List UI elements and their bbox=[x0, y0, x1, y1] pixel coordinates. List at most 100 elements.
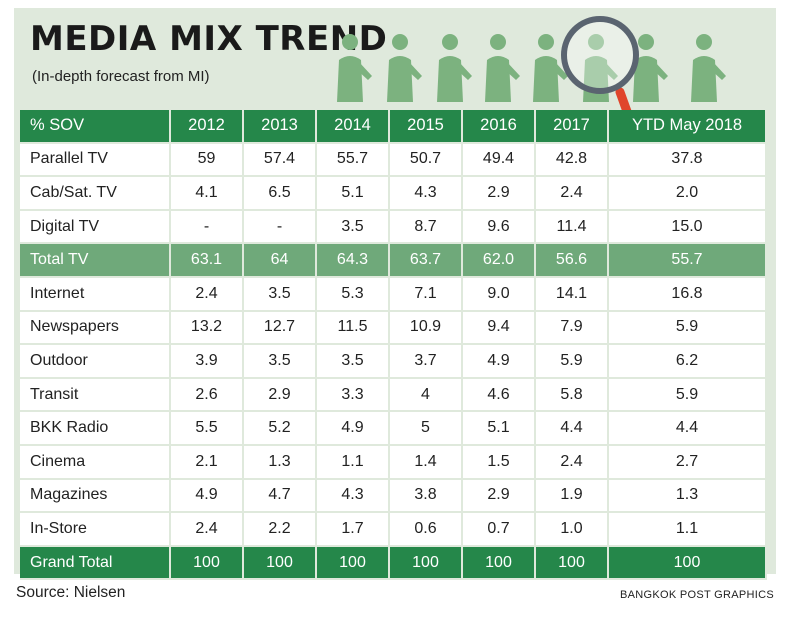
table-cell: 37.8 bbox=[608, 142, 767, 178]
table-row: Cinema 2.1 1.3 1.1 1.4 1.5 2.4 2.7 bbox=[20, 444, 767, 480]
person-figure bbox=[691, 34, 726, 102]
table-row: Newspapers 13.2 12.7 11.5 10.9 9.4 7.9 5.9 bbox=[20, 310, 767, 346]
table-row: BKK Radio 5.5 5.2 4.9 5 5.1 4.4 4.4 bbox=[20, 411, 767, 446]
table-cell: 62.0 bbox=[462, 243, 536, 278]
table-cell: 57.4 bbox=[243, 142, 317, 178]
table-cell: 0.6 bbox=[389, 512, 463, 547]
table-row: Outdoor 3.9 3.5 3.5 3.7 4.9 5.9 6.2 bbox=[20, 344, 767, 379]
table-cell: 1.0 bbox=[535, 512, 609, 547]
source-note: Source: Nielsen bbox=[16, 584, 126, 601]
table-cell: 16.8 bbox=[608, 276, 767, 312]
table-cell: 4 bbox=[389, 377, 463, 413]
person-figure bbox=[337, 34, 372, 102]
table-cell: 1.1 bbox=[608, 512, 767, 547]
table-row: Magazines 4.9 4.7 4.3 3.8 2.9 1.9 1.3 bbox=[20, 478, 767, 514]
table-cell: 1.9 bbox=[535, 478, 609, 514]
table-cell: 11.5 bbox=[316, 310, 390, 346]
table-cell: 4.9 bbox=[462, 344, 536, 379]
table-cell: 2.9 bbox=[462, 478, 536, 514]
table-cell: 49.4 bbox=[462, 142, 536, 178]
table-row: Digital TV - -3.5 8.7 9.6 11.4 15.0 bbox=[20, 209, 767, 245]
table-cell: 4.4 bbox=[535, 411, 609, 446]
table-cell: 1.3 bbox=[608, 478, 767, 514]
table-cell: 4.9 bbox=[316, 411, 390, 446]
person-figure bbox=[437, 34, 472, 102]
table-cell: 3.5 bbox=[316, 344, 390, 379]
table-cell: 4.7 bbox=[243, 478, 317, 514]
row-label: Internet bbox=[20, 276, 171, 312]
table-cell: 63.7 bbox=[389, 243, 463, 278]
table-cell: 1.3 bbox=[243, 444, 317, 480]
table-row: Transit 2.6 2.9 3.3 4 4.6 5.8 5.9 bbox=[20, 377, 767, 413]
table-cell: 1.5 bbox=[462, 444, 536, 480]
table-cell: 55.7 bbox=[608, 243, 767, 278]
header-year: YTD May 2018 bbox=[608, 110, 767, 144]
table-cell: 1.1 bbox=[316, 444, 390, 480]
table-cell: 5.9 bbox=[608, 377, 767, 413]
table-cell: 2.1 bbox=[170, 444, 244, 480]
header-year: 2015 bbox=[389, 110, 463, 144]
table-cell: 2.4 bbox=[535, 176, 609, 211]
table-cell: 5.9 bbox=[608, 310, 767, 346]
table-cell: 100 bbox=[462, 545, 536, 581]
table-cell: - bbox=[170, 209, 244, 245]
table-cell: 42.8 bbox=[535, 142, 609, 178]
person-figure bbox=[485, 34, 520, 102]
table-cell: 100 bbox=[535, 545, 609, 581]
table-row: Total TV 63.1 64 64.3 63.7 62.0 56.6 55.7 bbox=[20, 243, 767, 278]
person-figure bbox=[387, 34, 422, 102]
table-cell: 3.5 bbox=[243, 276, 317, 312]
row-label: Newspapers bbox=[20, 310, 171, 346]
table-cell: 2.2 bbox=[243, 512, 317, 547]
table-cell: 63.1 bbox=[170, 243, 244, 278]
table-cell: 9.4 bbox=[462, 310, 536, 346]
table-cell: - bbox=[243, 209, 317, 245]
row-label: Digital TV bbox=[20, 209, 171, 245]
table-cell: 2.4 bbox=[535, 444, 609, 480]
table-row: Grand Total 100 100 100 100 100 100 100 bbox=[20, 545, 767, 581]
table-cell: 9.0 bbox=[462, 276, 536, 312]
table-cell: 100 bbox=[389, 545, 463, 581]
table-cell: 2.9 bbox=[243, 377, 317, 413]
table-cell: 2.6 bbox=[170, 377, 244, 413]
table-row: Cab/Sat. TV 4.1 6.5 5.1 4.3 2.9 2.4 2.0 bbox=[20, 176, 767, 211]
table-cell: 4.4 bbox=[608, 411, 767, 446]
chart-title: MEDIA MIX TREND bbox=[30, 19, 388, 59]
table-cell: 2.7 bbox=[608, 444, 767, 480]
table-cell: 9.6 bbox=[462, 209, 536, 245]
table-cell: 2.4 bbox=[170, 276, 244, 312]
row-label: In-Store bbox=[20, 512, 171, 547]
header-year: 2013 bbox=[243, 110, 317, 144]
header-year: 2012 bbox=[170, 110, 244, 144]
row-label: Outdoor bbox=[20, 344, 171, 379]
table-cell: 64.3 bbox=[316, 243, 390, 278]
header-label: % SOV bbox=[20, 110, 171, 144]
table-cell: 100 bbox=[243, 545, 317, 581]
table-cell: 8.7 bbox=[389, 209, 463, 245]
table-cell: 4.1 bbox=[170, 176, 244, 211]
table-cell: 4.3 bbox=[316, 478, 390, 514]
table-cell: 10.9 bbox=[389, 310, 463, 346]
table-cell: 7.1 bbox=[389, 276, 463, 312]
table-cell: 2.4 bbox=[170, 512, 244, 547]
table-cell: 7.9 bbox=[535, 310, 609, 346]
table-cell: 100 bbox=[608, 545, 767, 581]
person-figure bbox=[533, 34, 568, 102]
row-label: Cinema bbox=[20, 444, 171, 480]
table-cell: 4.3 bbox=[389, 176, 463, 211]
table-cell: 6.2 bbox=[608, 344, 767, 379]
table-cell: 5.1 bbox=[462, 411, 536, 446]
table-cell: 3.7 bbox=[389, 344, 463, 379]
table-cell: 5.5 bbox=[170, 411, 244, 446]
table-cell: 1.4 bbox=[389, 444, 463, 480]
table-cell: 4.9 bbox=[170, 478, 244, 514]
table-cell: 0.7 bbox=[462, 512, 536, 547]
row-label: Total TV bbox=[20, 243, 171, 278]
table-cell: 12.7 bbox=[243, 310, 317, 346]
table-cell: 100 bbox=[316, 545, 390, 581]
table-cell: 5.9 bbox=[535, 344, 609, 379]
table-cell: 5.8 bbox=[535, 377, 609, 413]
row-label: Grand Total bbox=[20, 545, 171, 581]
business-people-illustration bbox=[337, 16, 726, 147]
header-year: 2017 bbox=[535, 110, 609, 144]
